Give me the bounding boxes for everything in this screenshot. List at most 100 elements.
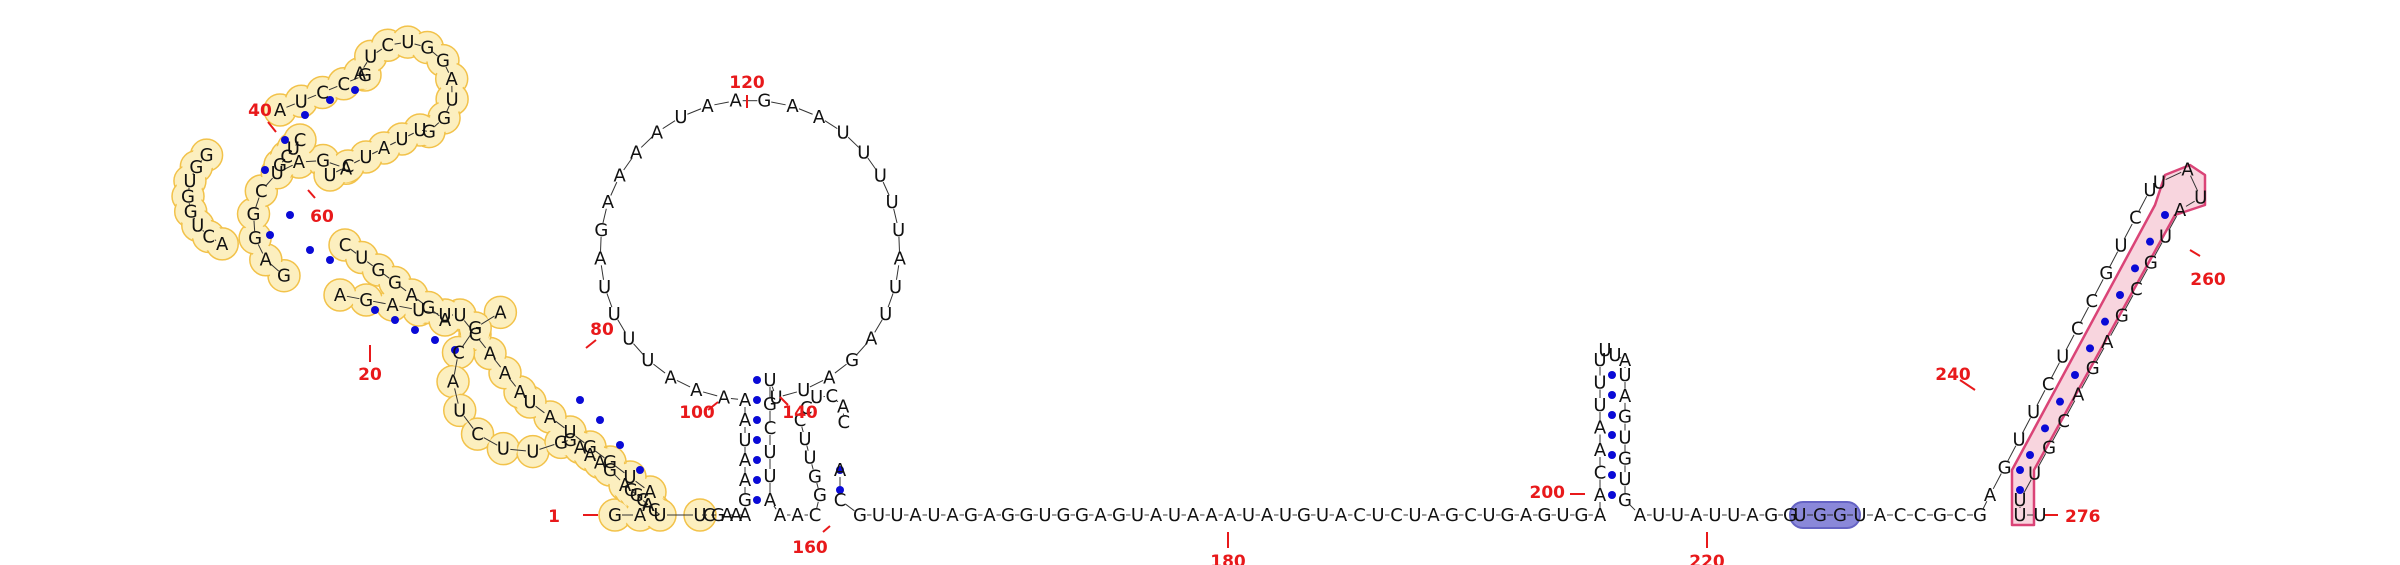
position-label-220: 220 <box>1689 552 1725 565</box>
nucleotide: C <box>381 35 394 56</box>
nucleotide: U <box>857 142 870 163</box>
nucleotide: A <box>1594 485 1607 506</box>
position-label-260: 260 <box>2190 270 2226 290</box>
base-pair-dot <box>753 456 761 464</box>
nucleotide: U <box>1853 505 1866 526</box>
nucleotide: G <box>1445 505 1459 526</box>
nucleotide: U <box>563 422 576 443</box>
nucleotide: A <box>1427 505 1440 526</box>
nucleotide: A <box>837 397 850 418</box>
nucleotide: U <box>872 505 885 526</box>
position-label-60: 60 <box>310 207 334 227</box>
nucleotide: A <box>813 107 826 128</box>
nucleotide: U <box>798 429 811 450</box>
nucleotide: A <box>1335 505 1348 526</box>
nucleotide: A <box>484 344 497 365</box>
nucleotide: A <box>1150 505 1163 526</box>
nucleotide: G <box>1973 505 1987 526</box>
nucleotide: G <box>763 394 777 415</box>
nucleotide: G <box>554 432 568 453</box>
nucleotide: C <box>294 130 307 151</box>
nucleotide: G <box>277 266 291 287</box>
position-label-180: 180 <box>1210 552 1246 565</box>
nucleotide: A <box>1094 505 1107 526</box>
position-label-40: 40 <box>248 101 272 121</box>
nucleotide: U <box>598 277 611 298</box>
nucleotide: A <box>602 192 615 213</box>
nucleotide: G <box>813 485 827 506</box>
nucleotide: U <box>1618 469 1631 490</box>
nucleotide: A <box>630 142 643 163</box>
base-pair-dot <box>286 211 294 219</box>
position-label-100: 100 <box>679 403 715 423</box>
base-pair-dot <box>2026 451 2034 459</box>
nucleotide: A <box>386 295 399 316</box>
nucleotide: U <box>1371 505 1384 526</box>
nucleotide: A <box>865 328 878 349</box>
nucleotide: U <box>810 387 823 408</box>
nucleotide: G <box>316 151 330 172</box>
nucleotide: U <box>453 400 466 421</box>
nucleotide: U <box>359 147 372 168</box>
nucleotide: U <box>2013 490 2026 511</box>
nucleotide: U <box>763 370 776 391</box>
nucleotide: U <box>653 505 666 526</box>
nucleotide: U <box>1671 505 1684 526</box>
nucleotide: U <box>183 171 196 192</box>
nucleotide: U <box>874 166 887 187</box>
nucleotide: U <box>497 439 510 460</box>
nucleotide: U <box>2114 235 2127 256</box>
nucleotide: A <box>594 248 607 269</box>
nucleotide: A <box>574 438 587 459</box>
nucleotide: A <box>334 285 347 306</box>
nucleotide: A <box>614 166 627 187</box>
nucleotide: U <box>1618 428 1631 449</box>
nucleotide: C <box>2129 208 2142 229</box>
base-pair-dot <box>261 166 269 174</box>
highlight-layer <box>171 25 2207 532</box>
nucleotide: U <box>608 304 621 325</box>
nucleotide: C <box>703 505 716 526</box>
nucleotide: U <box>1652 505 1665 526</box>
nucleotide: C <box>339 235 352 256</box>
nucleotide: A <box>216 234 229 255</box>
nucleotide: U <box>2033 505 2046 526</box>
nucleotide: G <box>1297 505 1311 526</box>
nucleotide: G <box>845 350 859 371</box>
nucleotide: A <box>2174 200 2187 221</box>
base-pair-dot <box>1608 491 1616 499</box>
nucleotide: U <box>2143 180 2156 201</box>
base-pair-dot <box>351 86 359 94</box>
nucleotide: A <box>718 388 731 409</box>
nucleotide: U <box>446 89 459 110</box>
nucleotide: G <box>388 273 402 294</box>
base-pair-dot <box>2016 466 2024 474</box>
nucleotide: U <box>1593 350 1606 371</box>
nucleotide: U <box>1168 505 1181 526</box>
nucleotide: A <box>739 390 752 411</box>
base-pair-dot <box>2071 371 2079 379</box>
nucleotide: A <box>446 69 459 90</box>
nucleotide: U <box>191 215 204 236</box>
base-pair-dot <box>2101 317 2109 326</box>
nucleotide: U <box>2028 464 2041 485</box>
nucleotide: A <box>378 138 391 159</box>
nucleotide: G <box>1813 505 1827 526</box>
nucleotide: G <box>2086 358 2100 379</box>
base-pair-dot <box>2146 237 2154 246</box>
backbone-layer <box>188 42 2199 516</box>
nucleotide: G <box>359 290 373 311</box>
nucleotide: U <box>1593 395 1606 416</box>
nucleotide: U <box>2056 346 2069 367</box>
nucleotide: C <box>794 410 807 431</box>
nucleotide: G <box>603 460 617 481</box>
nucleotide: A <box>584 445 597 466</box>
nucleotide: U <box>2159 226 2172 247</box>
nucleotide: U <box>889 277 902 298</box>
nucleotide: G <box>371 260 385 281</box>
nucleotide: A <box>730 91 743 112</box>
nucleotide: G <box>624 480 638 501</box>
nucleotide: U <box>693 505 706 526</box>
base-pair-dot <box>2131 264 2139 273</box>
